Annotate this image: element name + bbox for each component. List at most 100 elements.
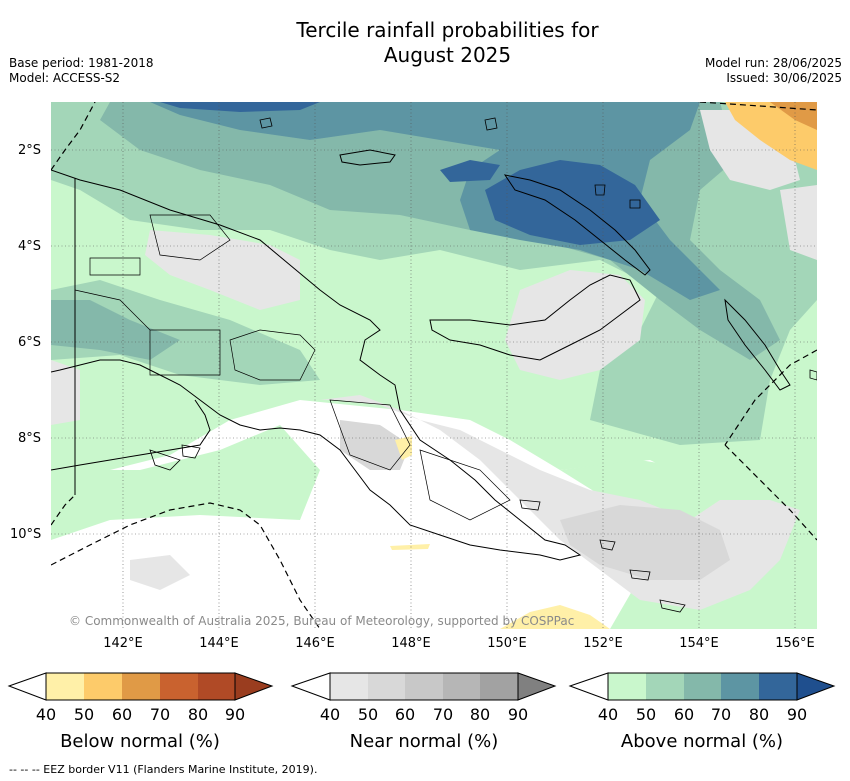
northern-islands [259, 117, 817, 381]
colorbar-above-swatch [759, 673, 797, 700]
near-normal-40-west [51, 360, 80, 425]
model-run-date: Model run: 28/06/2025 [704, 56, 842, 70]
manus-coast [339, 149, 396, 166]
run-info: Model run: 28/06/2025 Issued: 30/06/2025 [705, 56, 842, 86]
near-normal-50-se [560, 505, 730, 580]
model-info: Base period: 1981-2018 Model: ACCESS-S2 [9, 56, 154, 86]
lon-gridlines [122, 102, 796, 629]
colorbar-below-swatch [122, 673, 160, 700]
near-normal-40-south [130, 555, 190, 590]
map-title: Tercile rainfall probabilities for Augus… [225, 18, 670, 68]
eez-north-east [699, 102, 817, 111]
above-normal-70-region [150, 102, 720, 300]
colorbar-near-swatch [405, 673, 443, 700]
title-line-1: Tercile rainfall probabilities for [296, 18, 599, 42]
colorbar-above-normal [568, 672, 836, 701]
near-normal-40-east [780, 185, 817, 260]
colorbar-above-swatch [684, 673, 721, 700]
colorbar-near-swatch [330, 673, 368, 700]
base-period: Base period: 1981-2018 [9, 56, 154, 70]
colorbar-near-normal [290, 672, 557, 701]
above-normal-80-small [440, 160, 500, 182]
colorbar-tick: 90 [507, 705, 529, 724]
colorbar-below-swatch [46, 673, 84, 700]
colorbar-near-swatch [368, 673, 405, 700]
colorbar-tick: 50 [73, 705, 95, 724]
colorbar-tick: 40 [597, 705, 619, 724]
colorbar-tick: 50 [357, 705, 379, 724]
lon-label-148e: 148°E [391, 636, 431, 651]
above-normal-40-south [51, 425, 320, 540]
colorbar-below-swatch [160, 673, 198, 700]
colorbar-below-outline [45, 672, 236, 701]
above-normal-80-region [485, 160, 660, 245]
colorbar-below-swatch [84, 673, 122, 700]
colorbar-near-upper-extension [517, 672, 557, 701]
lat-label-10s: 10°S [10, 527, 42, 542]
lon-label-146e: 146°E [295, 636, 335, 651]
lat-label-2s: 2°S [18, 143, 42, 158]
near-normal-40-bismarck [505, 270, 645, 380]
colorbar-above-outline [607, 672, 798, 701]
colorbar-below-lower-extension [7, 672, 47, 701]
colorbar-above-swatch [608, 673, 646, 700]
colorbar-near-lower-extension [290, 672, 331, 701]
issued-date: Issued: 30/06/2025 [726, 71, 842, 85]
colorbar-above-upper-extension [796, 672, 836, 701]
colorbar-tick: 80 [748, 705, 770, 724]
lon-label-150e: 150°E [487, 636, 527, 651]
near-normal-40-highlands [145, 230, 300, 310]
eez-borders [51, 102, 817, 629]
coastlines [51, 117, 817, 613]
colorbar-below-upper-extension [234, 672, 274, 701]
colorbar-tick: 50 [635, 705, 657, 724]
colorbar-below-title: Below normal (%) [60, 731, 220, 752]
eez-south-west [51, 494, 76, 526]
colorbar-tick: 40 [35, 705, 57, 724]
eez-north-west [51, 102, 96, 171]
colorbar-tick: 80 [469, 705, 491, 724]
colorbar-above-swatch [721, 673, 759, 700]
colorbar-tick: 60 [673, 705, 695, 724]
eez-footnote: -- -- -- EEZ border V11 (Flanders Marine… [9, 763, 318, 776]
colorbar-tick: 80 [187, 705, 209, 724]
colorbar-tick: 40 [319, 705, 341, 724]
province-boundaries [74, 214, 511, 521]
colorbar-near-swatch [480, 673, 518, 700]
colorbar-above-title: Above normal (%) [620, 731, 784, 752]
colorbar-tick: 60 [394, 705, 416, 724]
above-normal-50-west [51, 280, 320, 385]
lon-label-142e: 142°E [103, 636, 143, 651]
colorbar-tick: 70 [710, 705, 732, 724]
new-britain-coast [429, 274, 641, 361]
lon-label-144e: 144°E [199, 636, 239, 651]
above-normal-80-north [160, 102, 320, 112]
lat-label-4s: 4°S [18, 239, 42, 254]
colorbar-tick: 90 [786, 705, 808, 724]
below-normal-40-center [395, 436, 412, 460]
lat-label-6s: 6°S [18, 335, 42, 350]
copyright-notice: © Commonwealth of Australia 2025, Bureau… [69, 614, 575, 628]
lon-label-154e: 154°E [679, 636, 719, 651]
colorbar-near-title: Near normal (%) [349, 731, 499, 752]
south-coast-west [51, 399, 211, 471]
eez-east [724, 349, 817, 446]
colorbar-above-swatch [646, 673, 684, 700]
colorbar-tick: 70 [432, 705, 454, 724]
new-ireland-coast [503, 174, 651, 276]
eez-south [51, 502, 321, 629]
colorbar-near-outline [329, 672, 519, 701]
map-area [51, 102, 817, 629]
bougainville-coast [724, 298, 791, 391]
colorbar-tick: 90 [224, 705, 246, 724]
colorbar-tick: 70 [149, 705, 171, 724]
above-normal-60-west [51, 300, 180, 360]
colorbar-below-swatch [198, 673, 235, 700]
lat-label-8s: 8°S [18, 431, 42, 446]
torres-islands [149, 444, 201, 471]
lon-label-152e: 152°E [583, 636, 623, 651]
eez-south-east [724, 444, 817, 541]
title-line-2: August 2025 [383, 43, 512, 67]
colorbar-above-lower-extension [568, 672, 609, 701]
